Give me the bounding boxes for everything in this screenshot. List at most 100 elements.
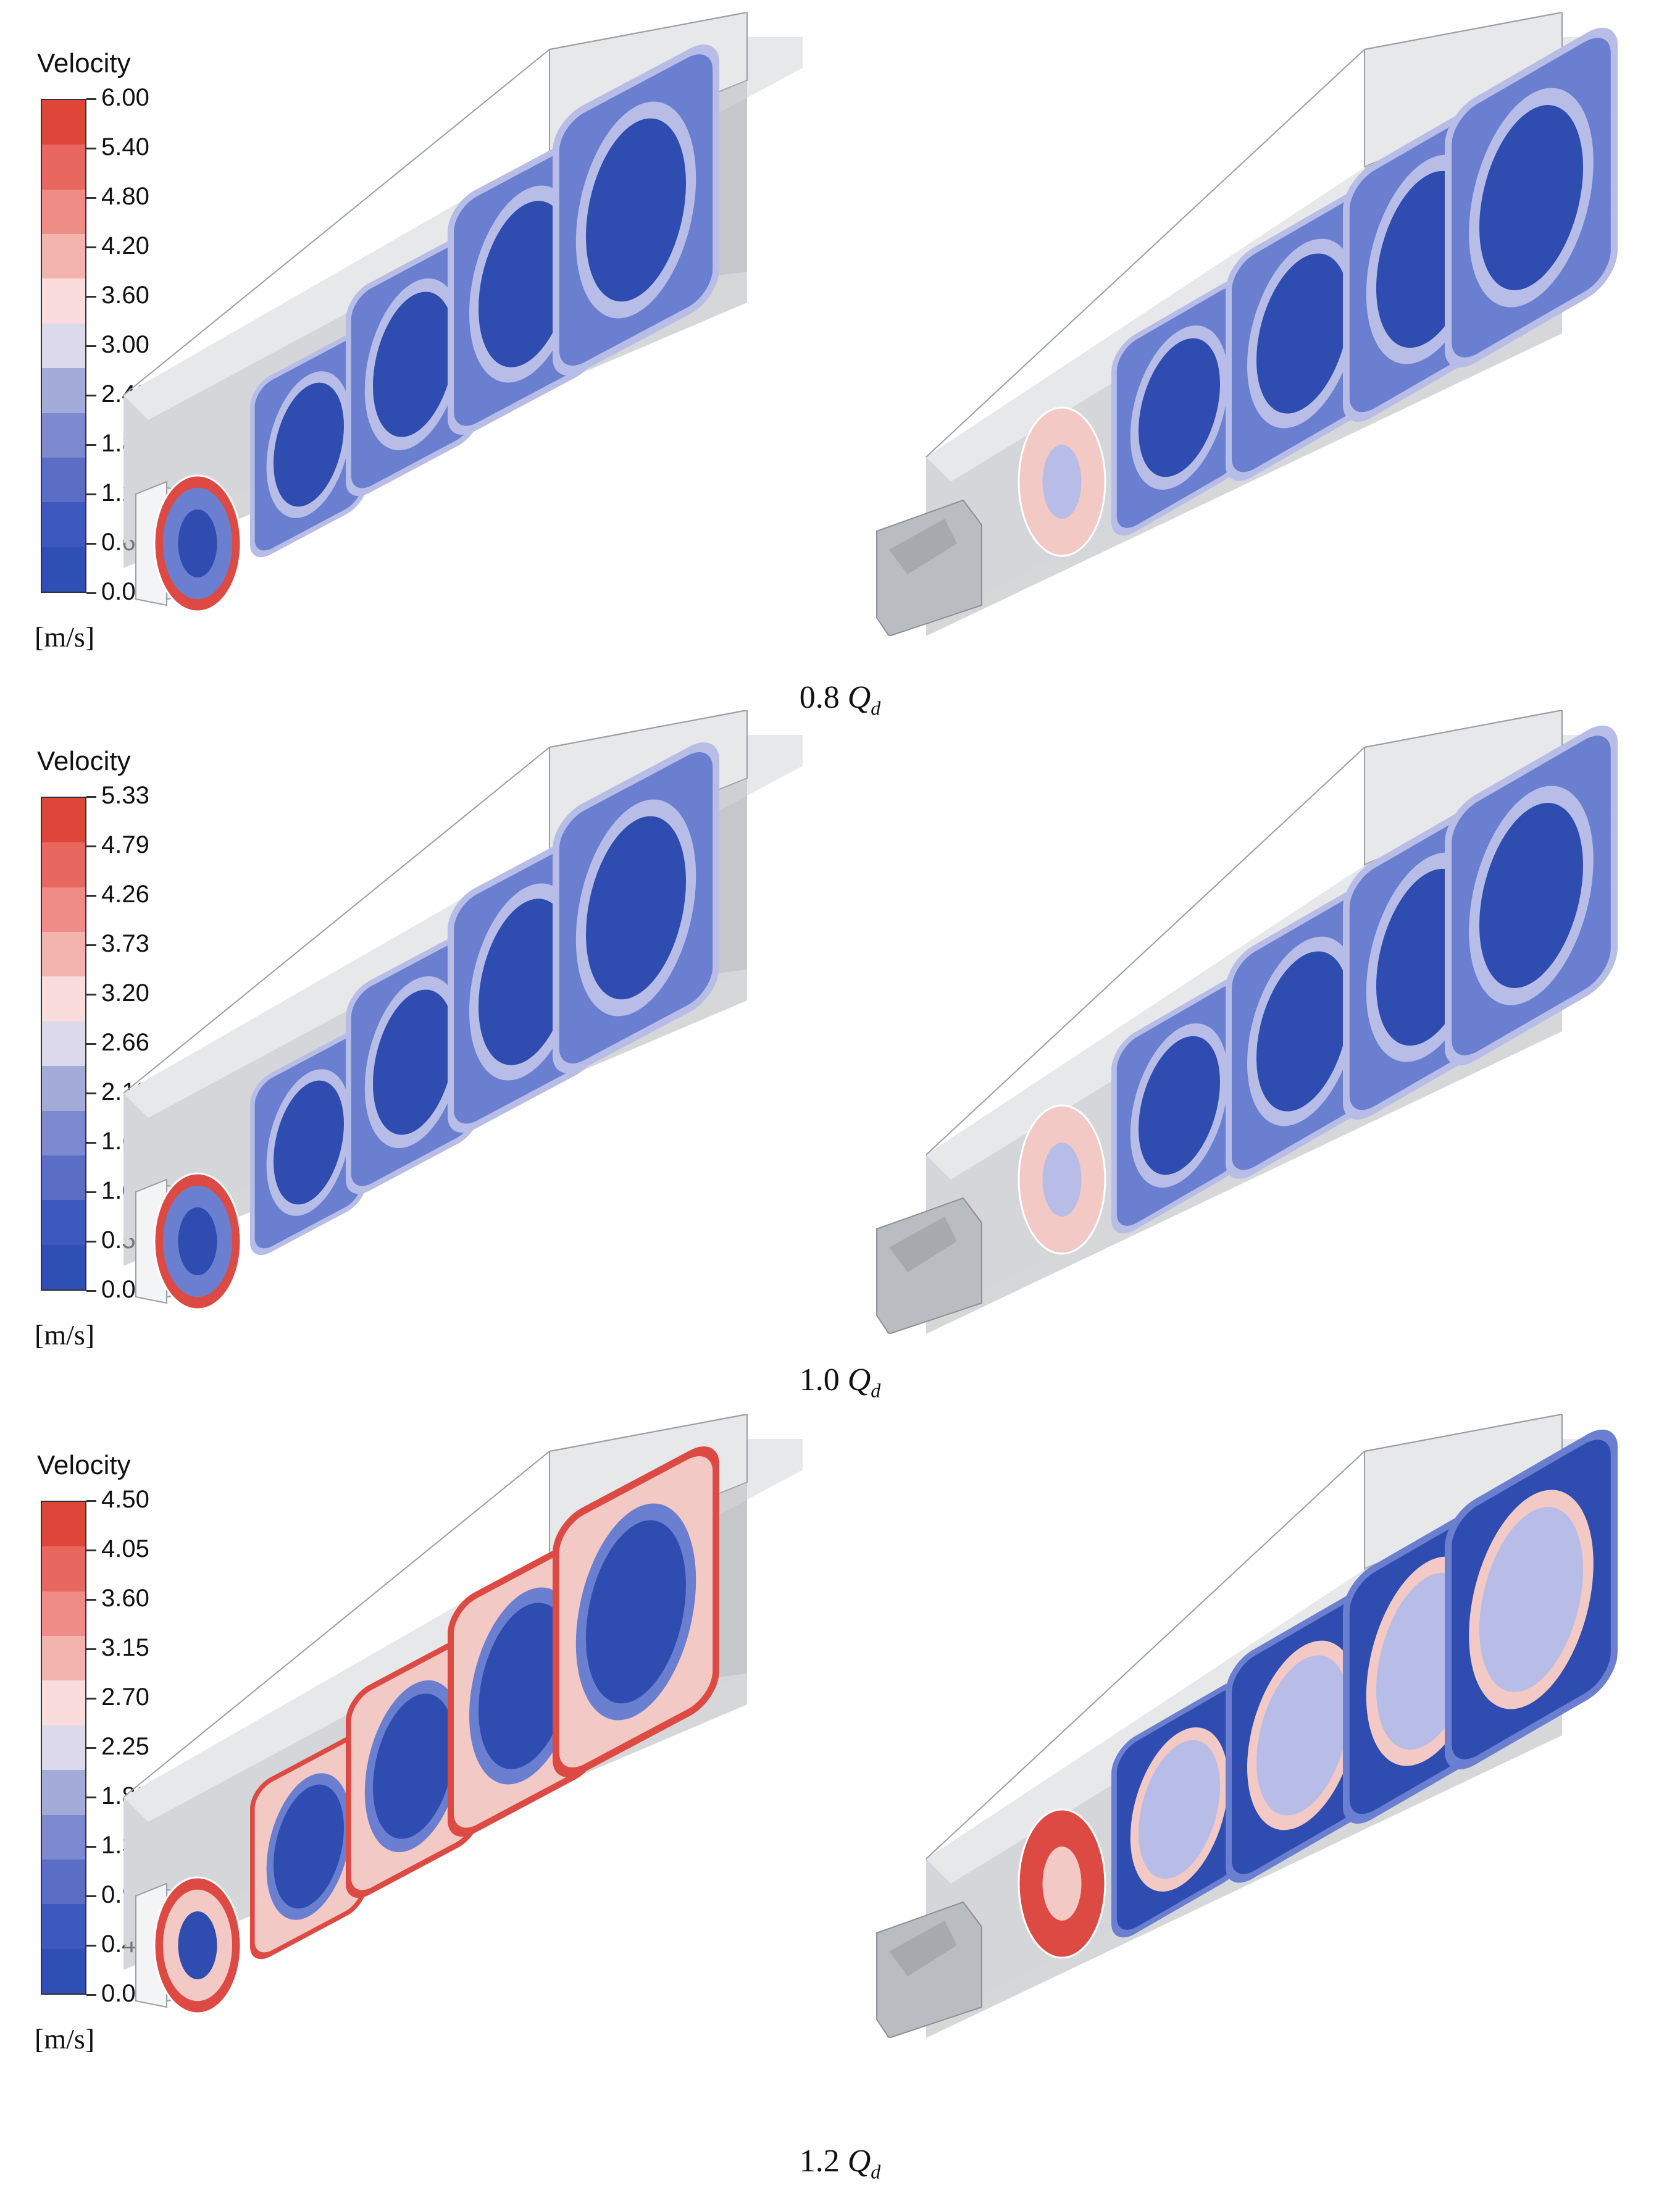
tick-label: 5.33 [101,782,149,809]
tick-mark [86,1895,96,1897]
caption-subscript: d [871,1379,881,1402]
tick-mark [86,1549,96,1551]
section-plane-1 [1111,1681,1247,1938]
tick-label: 4.79 [101,831,149,858]
colorbar-band [42,1155,85,1201]
legend-title: Velocity [37,48,131,78]
tick-mark [86,1142,96,1144]
colorbar-band [42,1636,85,1681]
inlet-duct-view-right [876,710,1618,1334]
colorbar-band [42,887,85,933]
tick-label: 2.25 [101,1733,149,1760]
section-plane-4 [1445,1429,1618,1770]
tick-mark [86,895,96,897]
colorbar-band [42,279,85,324]
tick-mark [86,543,96,545]
tick-label: 3.15 [101,1634,149,1661]
caption-subscript: d [871,2160,881,2183]
tick-mark [86,944,96,946]
caption-symbol: Q [847,1362,871,1398]
panel-1-2-qd: Velocity 4.504.053.603.152.702.251.801.3… [0,1414,1680,2182]
colorbar-band [42,368,85,413]
legend-title: Velocity [37,1450,131,1480]
section-plane-1 [1111,279,1247,536]
colorbar-band [42,976,85,1021]
tick-label: 4.50 [101,1486,149,1513]
tick-mark [86,845,96,847]
section-plane-2 [346,930,482,1194]
section-plane-2 [1226,1588,1380,1883]
tick-mark [86,246,96,248]
caption-value: 1.2 [799,2144,840,2179]
colorbar-band [42,1770,85,1815]
caption-symbol: Q [847,680,871,715]
tick-mark [86,197,96,199]
section-plane-4 [1445,27,1618,368]
colorbar-band [42,1904,85,1949]
tick-label: 6.00 [101,84,149,111]
tick-mark [86,98,96,100]
tick-mark [86,796,96,798]
caption-symbol: Q [847,2144,871,2179]
colorbar-band [42,1110,85,1155]
section-plane-1 [250,332,367,558]
legend-unit: [m/s] [35,2023,95,2055]
tick-label: 3.73 [101,930,149,957]
colorbar-band [42,1680,85,1725]
tick-mark [86,1092,96,1094]
tick-mark [86,1846,96,1848]
tick-label: 3.60 [101,1585,149,1612]
flow-rate-caption: 1.0 Qd [0,1362,1680,1402]
colorbar-band [42,502,85,547]
tick-mark [86,1648,96,1650]
inlet-section [1018,1808,1106,1959]
tick-label: 5.40 [101,133,149,161]
tick-mark [86,994,96,996]
tick-label: 2.70 [101,1683,149,1711]
section-plane-4 [1445,725,1618,1066]
inlet-duct-view-right [876,12,1618,636]
colorbar-band [42,1546,85,1591]
colorbar-band [42,189,85,235]
tick-mark [86,1698,96,1700]
tick-mark [86,395,96,396]
colorbar-band [42,145,85,190]
inlet-duct-view-right [876,1414,1618,2038]
colorbar-band [42,798,85,843]
tick-label: 4.20 [101,232,149,259]
colorbar-band [42,413,85,458]
section-plane-2 [1226,186,1380,481]
tick-label: 4.05 [101,1535,149,1562]
colorbar-band [42,932,85,977]
tick-mark [86,345,96,347]
tick-mark [86,1043,96,1045]
tick-label: 3.20 [101,979,149,1007]
tick-mark [86,1796,96,1798]
inlet-section [1018,1104,1106,1255]
inlet-duct-view-left [123,1414,803,2014]
colorbar [41,99,86,593]
flow-rate-caption: 1.2 Qd [0,2143,1680,2183]
inlet-duct-view-left [123,710,803,1310]
colorbar-band [42,1814,85,1859]
colorbar-band [42,1200,85,1245]
tick-mark [86,148,96,149]
inlet-section [153,1876,242,2014]
tick-label: 4.26 [101,881,149,908]
tick-mark [86,1945,96,1947]
colorbar-band [42,1725,85,1771]
colorbar-band [42,547,85,592]
colorbar [41,1501,86,1995]
colorbar-band [42,100,85,145]
section-plane-4 [553,44,719,375]
tick-mark [86,296,96,298]
section-plane-1 [1111,977,1247,1234]
colorbar-band [42,1502,85,1547]
tick-mark [86,1599,96,1601]
tick-label: 4.80 [101,183,149,210]
inlet-section [1018,406,1106,557]
inlet-section [153,474,242,613]
tick-label: 2.66 [101,1029,149,1056]
tick-mark [86,592,96,594]
caption-value: 1.0 [799,1362,840,1398]
